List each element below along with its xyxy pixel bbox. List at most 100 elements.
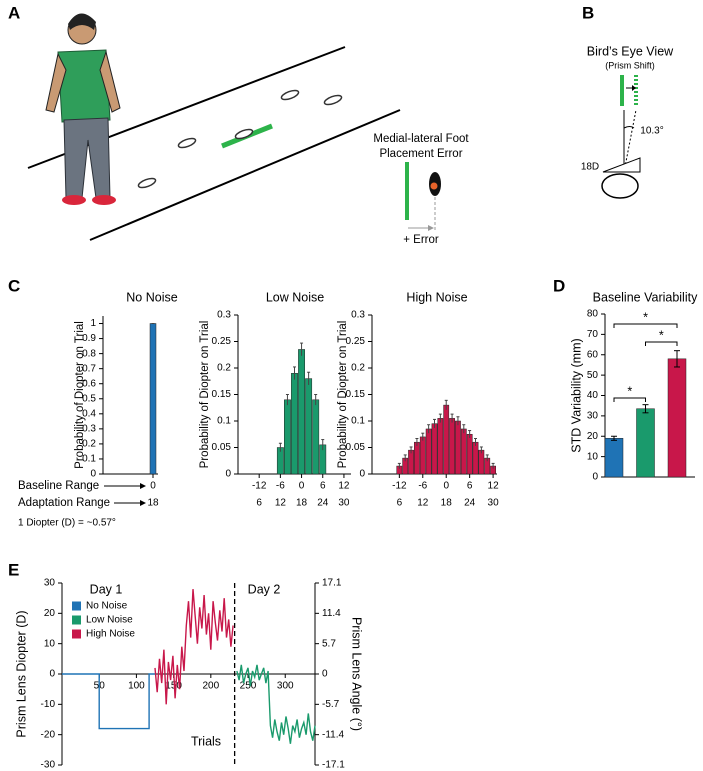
x-tick-label: 0 <box>299 481 305 492</box>
bar <box>636 408 655 478</box>
y-axis-label: STD Variability (mm) <box>569 338 583 452</box>
bar <box>472 441 479 475</box>
annotation: Day 1 <box>90 582 123 596</box>
y-tick-label: 0 <box>359 469 365 480</box>
bar <box>431 423 438 475</box>
prism-label: 18D <box>581 162 599 173</box>
y-tick-label: -5.7 <box>322 699 340 710</box>
y-tick-label: 0.2 <box>82 439 96 450</box>
bar <box>414 441 420 475</box>
x-tick-label: 12 <box>488 481 500 492</box>
y-tick-label: 0 <box>49 669 55 680</box>
bar <box>298 349 305 475</box>
bar <box>437 418 444 475</box>
y-tick-label: 0.5 <box>82 393 96 404</box>
y-tick-label: 0.1 <box>351 416 365 427</box>
panel-letter: A <box>8 3 20 22</box>
bar <box>466 434 473 475</box>
data-line <box>236 664 316 744</box>
x-tick-label: 0 <box>443 481 449 492</box>
bar <box>408 449 414 475</box>
x-tick-label: 12 <box>338 481 350 492</box>
y-tick-label: 0.7 <box>82 363 96 374</box>
y-tick-label: 0.2 <box>351 363 365 374</box>
y-tick-label: 0.1 <box>217 416 231 427</box>
y-tick-label: 0.25 <box>346 336 366 347</box>
bar <box>425 428 432 475</box>
annotation: Placement Error <box>379 148 462 160</box>
y-tick-label: 20 <box>587 431 599 442</box>
x2-tick-label: 18 <box>441 498 453 509</box>
bar <box>478 449 485 475</box>
y-tick-label: 30 <box>587 411 599 422</box>
panel-letter: C <box>8 276 20 295</box>
y-tick-label: 0.8 <box>82 348 96 359</box>
x-axis-label: Trials <box>191 734 221 748</box>
y-axis-label: Probability of Diopter on Trial <box>199 321 211 469</box>
y-axis-label: Prism Lens Diopter (D) <box>14 610 28 737</box>
y2-axis-label: Prism Lens Angle (°) <box>350 617 364 731</box>
bar <box>291 373 298 475</box>
data-line <box>154 589 234 705</box>
y-tick-label: 0.25 <box>212 336 232 347</box>
significance-star: * <box>627 384 632 398</box>
x-tick-label: 0 <box>150 481 156 492</box>
bar <box>305 378 313 475</box>
y-tick-label: 0 <box>592 472 598 483</box>
y-tick-label: 11.4 <box>322 608 341 619</box>
y-axis-label: Probability of Diopter on Trial <box>74 321 86 469</box>
y-tick-label: -10 <box>41 699 56 710</box>
legend-swatch <box>72 629 81 639</box>
x2-tick-label: 30 <box>488 498 500 509</box>
y-tick-label: 17.1 <box>322 578 342 589</box>
annotation: Day 2 <box>248 582 281 596</box>
bar <box>604 438 624 478</box>
x2-tick-label: 30 <box>338 498 350 509</box>
x-tick-label: -12 <box>252 481 267 492</box>
y-tick-label: 0 <box>322 669 328 680</box>
y-tick-label: 0.05 <box>212 442 232 453</box>
significance-star: * <box>659 328 664 342</box>
y-tick-label: 0 <box>225 469 231 480</box>
x2-tick-label: 24 <box>464 498 476 509</box>
walkway-illustration <box>27 13 441 241</box>
bar <box>284 399 291 475</box>
annotation: Medial-lateral Foot <box>373 133 469 145</box>
x2-tick-label: 18 <box>296 498 308 509</box>
legend-swatch <box>72 615 81 625</box>
y-tick-label: 50 <box>587 370 599 381</box>
x-tick-label: -6 <box>276 481 285 492</box>
legend-label: No Noise <box>86 601 128 612</box>
y-tick-label: 0.3 <box>351 310 365 321</box>
y-tick-label: 70 <box>587 329 599 340</box>
x-tick-label: 250 <box>240 681 257 692</box>
y-axis-label: Probability of Diopter on Trial <box>337 321 349 469</box>
y-tick-label: 5.7 <box>322 638 336 649</box>
y-tick-label: 10 <box>44 638 56 649</box>
panel-letter: E <box>8 560 19 579</box>
bar <box>443 404 450 475</box>
panel-title: Bird’s Eye View <box>587 44 674 58</box>
bar <box>455 420 461 475</box>
y-tick-label: -30 <box>41 760 56 771</box>
significance-bracket <box>645 341 678 346</box>
y-tick-label: 30 <box>44 578 56 589</box>
bar <box>449 418 455 475</box>
x-tick-label: 200 <box>202 681 219 692</box>
panel-letter: D <box>553 276 565 295</box>
y-tick-label: 0.1 <box>82 454 96 465</box>
y-tick-label: -17.1 <box>322 760 345 771</box>
chart-title: Low Noise <box>266 290 324 304</box>
y-tick-label: 0.05 <box>346 442 366 453</box>
significance-bracket <box>613 397 646 402</box>
y-tick-label: 0.15 <box>346 389 366 400</box>
chart-title: High Noise <box>406 290 467 304</box>
bar <box>312 399 320 475</box>
y-tick-label: 1 <box>90 318 96 329</box>
angle-label: 10.3° <box>640 126 663 137</box>
x-tick-label: 6 <box>320 481 326 492</box>
x2-tick-label: 12 <box>275 498 287 509</box>
legend-label: High Noise <box>86 629 135 640</box>
